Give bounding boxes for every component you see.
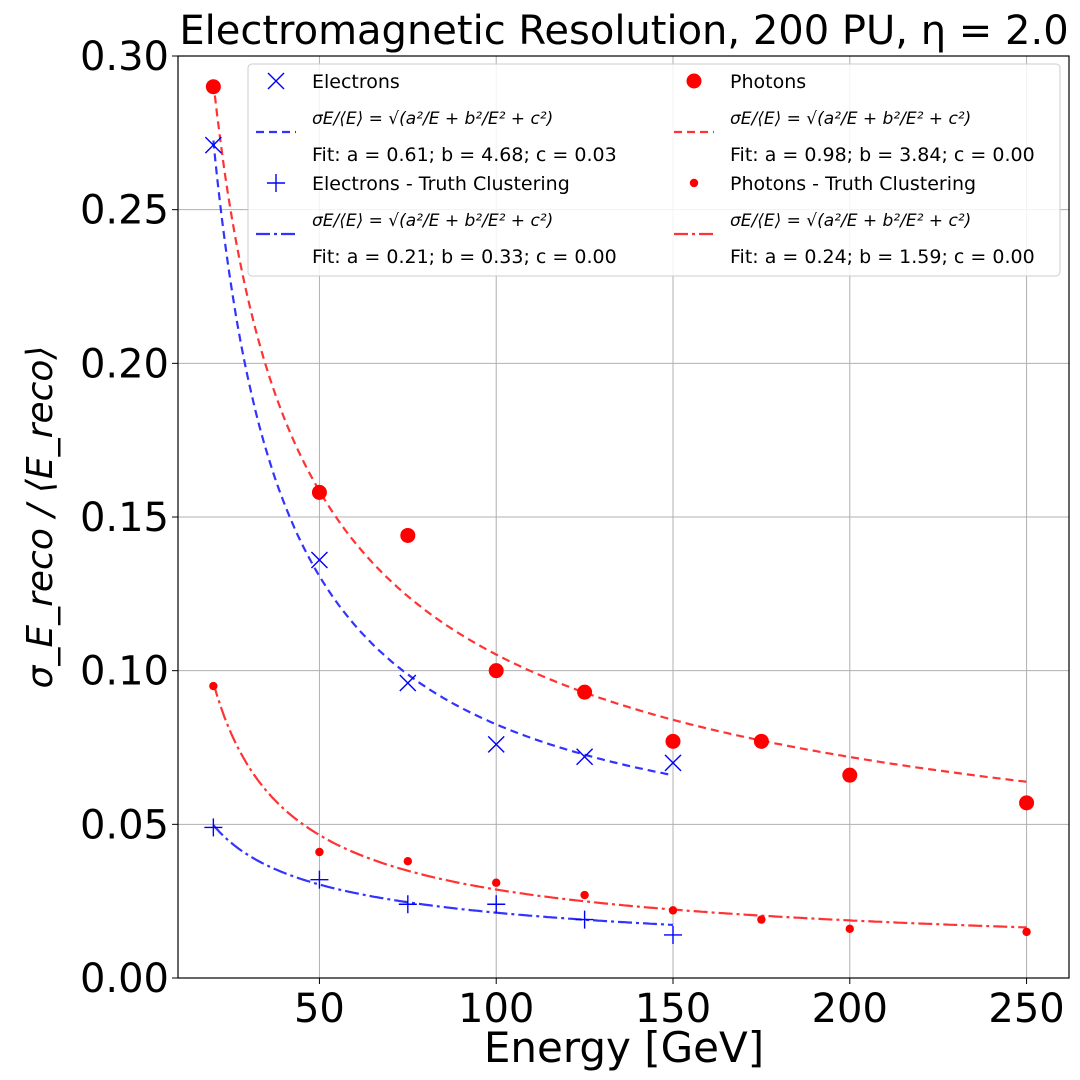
- plus-marker: [664, 925, 682, 944]
- y-tick-label: 0.20: [80, 341, 169, 387]
- dot-marker: [689, 178, 699, 188]
- circle-marker: [488, 663, 504, 679]
- chart-title: Electromagnetic Resolution, 200 PU, η = …: [179, 8, 1068, 54]
- dot-marker: [403, 857, 413, 866]
- circle-marker: [1019, 795, 1035, 811]
- legend-fit-formula: σE/⟨E⟩ = √(a²/E + b²/E² + c²): [312, 211, 553, 231]
- y-tick-label: 0.30: [80, 34, 169, 80]
- x-marker: [310, 551, 328, 569]
- x-tick-label: 250: [988, 986, 1064, 1032]
- circle-marker: [400, 527, 416, 543]
- fit-curves: [212, 82, 1027, 929]
- axis-ticks: 50 100 150 200 250 0.00 0.05 0.10 0.15 0.20 0.25 0.…: [80, 34, 1065, 1032]
- circle-marker: [577, 684, 593, 700]
- legend-fit-label: Fit: a = 0.61; b = 4.68; c = 0.03: [312, 144, 617, 166]
- legend-series-label: Electrons: [312, 71, 400, 93]
- legend-fit-label: Fit: a = 0.98; b = 3.84; c = 0.00: [730, 144, 1035, 166]
- x-marker: [267, 72, 285, 90]
- y-tick-label: 0.05: [80, 802, 169, 848]
- plus-marker: [204, 818, 223, 837]
- circle-marker: [205, 79, 221, 95]
- legend-fit-formula: σE/⟨E⟩ = √(a²/E + b²/E² + c²): [312, 109, 553, 129]
- y-tick-label: 0.10: [80, 649, 169, 695]
- data-markers: [204, 79, 1035, 944]
- x-stroke: [267, 72, 285, 90]
- circle-marker: [311, 484, 327, 500]
- dot-marker: [209, 681, 218, 691]
- legend-fit-label: Fit: a = 0.24; b = 1.59; c = 0.00: [730, 246, 1035, 268]
- dot-marker: [668, 906, 678, 915]
- plus-marker: [398, 895, 417, 914]
- legend-fit-label: Fit: a = 0.21; b = 0.33; c = 0.00: [312, 246, 617, 268]
- x-axis-label: Energy [GeV]: [484, 1023, 764, 1072]
- dot-marker: [580, 890, 589, 900]
- dot-marker: [315, 847, 324, 857]
- circle-marker: [665, 733, 681, 749]
- circle-marker: [753, 733, 769, 749]
- legend-fit-formula: σE/⟨E⟩ = √(a²/E + b²/E² + c²): [730, 109, 971, 129]
- x-stroke: [399, 674, 417, 692]
- legend: Electrons σE/⟨E⟩ = √(a²/E + b²/E² + c²) Fi…: [247, 63, 1061, 277]
- x-stroke: [576, 748, 594, 766]
- dot-marker: [492, 878, 501, 887]
- dot-marker: [845, 924, 854, 934]
- plus-marker: [267, 174, 285, 192]
- x-tick-label: 150: [635, 986, 711, 1032]
- y-tick-label: 0.25: [80, 188, 169, 234]
- circle-marker: [686, 73, 702, 89]
- x-tick-label: 100: [458, 986, 534, 1032]
- legend-series-label: Photons: [730, 71, 806, 93]
- plus-marker: [575, 910, 594, 929]
- fit-line: [212, 682, 1027, 929]
- fit-line: [212, 82, 1027, 783]
- plus-marker: [487, 895, 506, 914]
- legend-box: [247, 63, 1061, 277]
- x-marker: [399, 674, 417, 692]
- legend-fit-formula: σE/⟨E⟩ = √(a²/E + b²/E² + c²): [730, 211, 971, 231]
- circle-marker: [842, 767, 858, 783]
- legend-series-label: Electrons - Truth Clustering: [312, 173, 570, 195]
- x-tick-label: 200: [812, 986, 888, 1032]
- x-stroke: [204, 136, 222, 154]
- plus-marker: [310, 870, 329, 889]
- y-axis-label: σ_E_reco / ⟨E_reco⟩: [20, 346, 61, 689]
- x-marker: [204, 136, 222, 154]
- y-tick-label: 0.15: [80, 495, 169, 541]
- legend-series-label: Photons - Truth Clustering: [730, 173, 976, 195]
- dot-marker: [1022, 927, 1031, 937]
- x-marker: [664, 754, 682, 772]
- x-marker: [487, 735, 505, 753]
- x-tick-label: 50: [294, 986, 345, 1032]
- x-stroke: [310, 551, 328, 569]
- fit-line: [212, 824, 674, 926]
- x-marker: [576, 748, 594, 766]
- x-stroke: [664, 754, 682, 772]
- x-stroke: [487, 735, 505, 753]
- y-tick-label: 0.00: [80, 956, 169, 1002]
- dot-marker: [757, 915, 766, 924]
- fit-line: [212, 140, 674, 777]
